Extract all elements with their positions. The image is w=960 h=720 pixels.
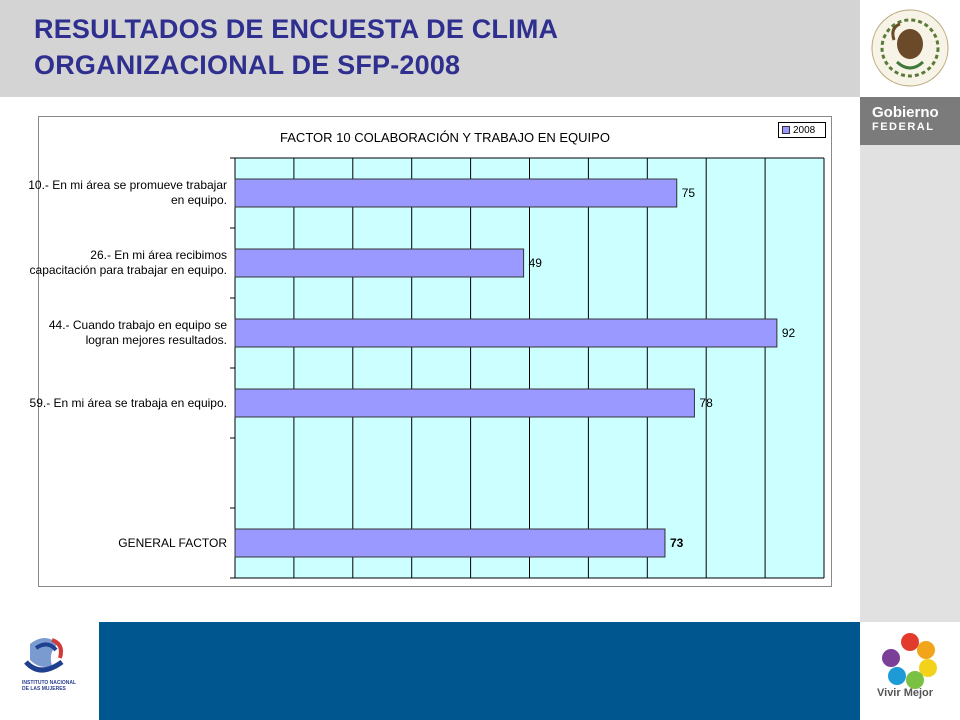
page-title-line-2: ORGANIZACIONAL DE SFP-2008 <box>34 50 461 80</box>
vivir-mejor-flower-icon <box>882 633 937 689</box>
federal-label: FEDERAL <box>872 121 935 133</box>
bar <box>234 318 778 348</box>
bar <box>234 178 678 208</box>
bar <box>234 528 666 558</box>
inmujeres-label: INSTITUTO NACIONAL DE LAS MUJERES <box>22 680 76 692</box>
data-label: 75 <box>682 186 696 200</box>
vivir-mejor-label: Vivir Mejor <box>877 687 934 699</box>
data-label: 49 <box>529 256 543 270</box>
legend-label: 2008 <box>793 124 816 136</box>
page-title-line-1: RESULTADOS DE ENCUESTA DE CLIMA <box>34 14 559 44</box>
gobierno-federal-box <box>860 97 960 145</box>
bar <box>234 248 525 278</box>
category-label: GENERAL FACTOR <box>118 535 227 550</box>
bottom-left-logo-area <box>0 622 99 720</box>
data-label: 92 <box>782 326 796 340</box>
inmujeres-logo-icon <box>24 638 64 673</box>
legend-swatch <box>782 126 790 134</box>
data-label: 73 <box>670 536 684 550</box>
bottom-blue-band <box>99 622 860 720</box>
header-band <box>0 0 860 97</box>
category-label: 26.- En mi área recibimos capacitación p… <box>29 248 227 277</box>
gobierno-label: Gobierno <box>872 104 939 121</box>
bar <box>234 388 695 418</box>
category-label: 10.- En mi área se promueve trabajar en … <box>28 178 227 207</box>
data-label: 78 <box>699 396 713 410</box>
chart-title: FACTOR 10 COLABORACIÓN Y TRABAJO EN EQUI… <box>280 130 610 145</box>
chart-legend: 2008 <box>778 122 826 138</box>
emblem-area <box>860 0 960 97</box>
mexican-coat-of-arms-icon <box>871 9 949 87</box>
category-label: 59.- En mi área se trabaja en equipo. <box>29 395 227 410</box>
bottom-right-logo-area <box>860 622 960 720</box>
category-label: 44.- Cuando trabajo en equipo se logran … <box>48 318 227 347</box>
